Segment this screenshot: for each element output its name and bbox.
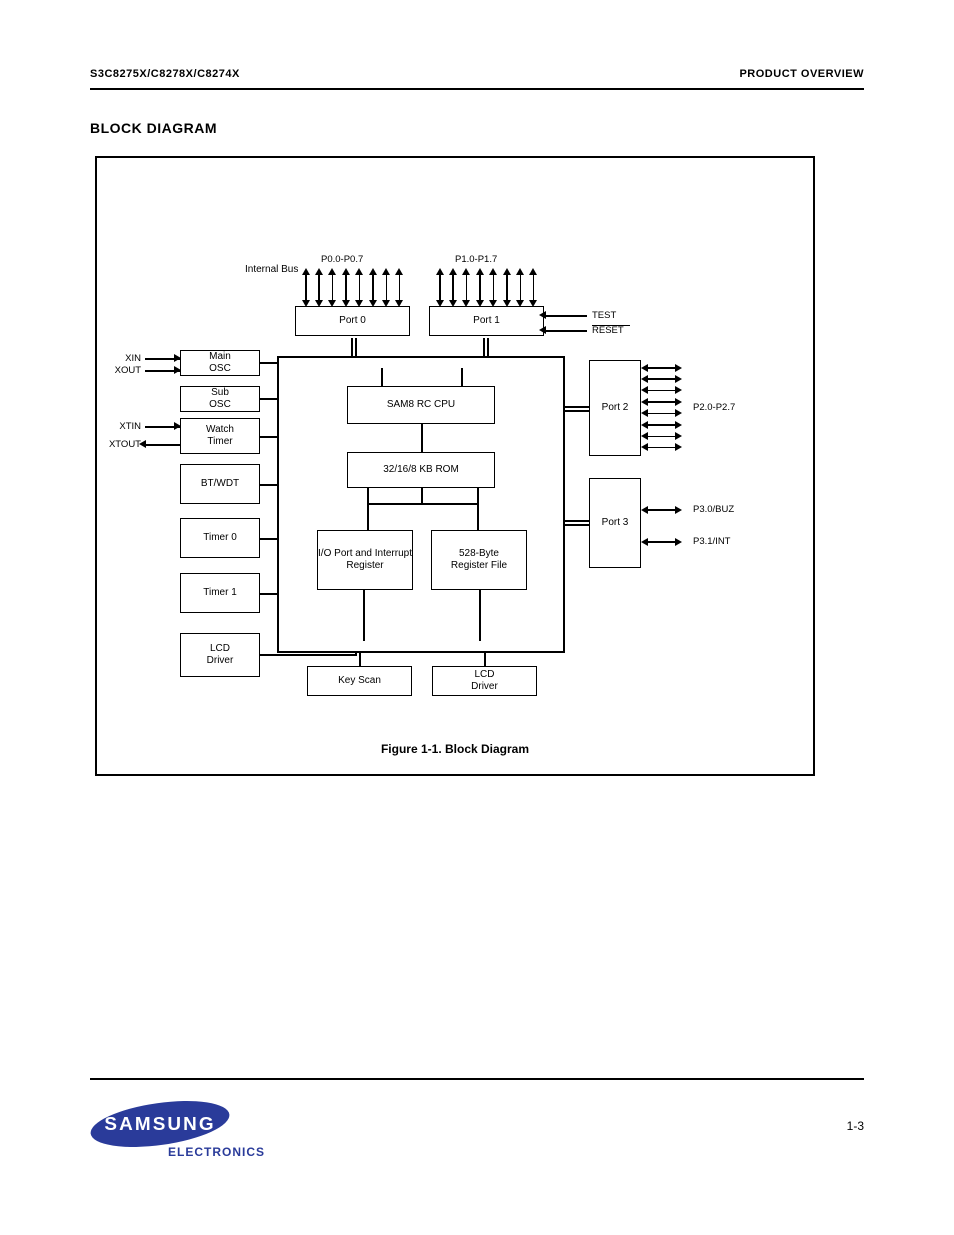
label-p2: P2.0-P2.7 bbox=[693, 402, 735, 413]
block-cpu: SAM8 RC CPU bbox=[347, 386, 495, 424]
label-xin: XIN bbox=[111, 353, 141, 364]
port1-label: Port 1 bbox=[473, 315, 500, 327]
diagram-frame: Internal Bus Port 0 Port 1 bbox=[95, 156, 815, 776]
figure-caption: Figure 1-1. Block Diagram bbox=[97, 742, 813, 756]
label-p1: P1.0-P1.7 bbox=[455, 254, 497, 265]
t1-label: Timer 1 bbox=[203, 587, 237, 599]
p3-label: Port 3 bbox=[602, 517, 629, 529]
block-port0: Port 0 bbox=[295, 306, 410, 336]
label-p0: P0.0-P0.7 bbox=[321, 254, 363, 265]
block-ireg: I/O Port and Interrupt Register bbox=[317, 530, 413, 590]
lcdB-label: LCD Driver bbox=[471, 669, 498, 693]
label-xtout: XTOUT bbox=[95, 439, 141, 450]
label-xout: XOUT bbox=[105, 365, 141, 376]
label-test: TEST bbox=[592, 310, 616, 321]
mainosc-label: Main OSC bbox=[209, 351, 231, 375]
block-rom: 32/16/8 KB ROM bbox=[347, 452, 495, 488]
ks-label: Key Scan bbox=[338, 675, 381, 687]
page-number: 1-3 bbox=[847, 1119, 864, 1133]
block-lcd-left: LCD Driver bbox=[180, 633, 260, 677]
logo-brand: SAMSUNG bbox=[104, 1114, 215, 1135]
port0-label: Port 0 bbox=[339, 315, 366, 327]
page: S3C8275X/C8278X/C8274X PRODUCT OVERVIEW … bbox=[0, 0, 954, 1235]
label-p3-1: P3.0/BUZ bbox=[693, 504, 734, 515]
logo-sub: ELECTRONICS bbox=[168, 1145, 265, 1159]
btwdt-label: BT/WDT bbox=[201, 478, 239, 490]
header-left: S3C8275X/C8278X/C8274X bbox=[90, 68, 240, 80]
cpu-label: SAM8 RC CPU bbox=[387, 399, 455, 411]
p2-label: Port 2 bbox=[602, 402, 629, 414]
block-timer0: Timer 0 bbox=[180, 518, 260, 558]
block-port3: Port 3 bbox=[589, 478, 641, 568]
block-ram: 528-Byte Register File bbox=[431, 530, 527, 590]
subosc-label: Sub OSC bbox=[209, 387, 231, 411]
block-port1: Port 1 bbox=[429, 306, 544, 336]
block-port2: Port 2 bbox=[589, 360, 641, 456]
rom-label: 32/16/8 KB ROM bbox=[383, 464, 459, 476]
header-right: PRODUCT OVERVIEW bbox=[739, 68, 864, 80]
block-lcd-bottom: LCD Driver bbox=[432, 666, 537, 696]
bus-label: Internal Bus bbox=[245, 264, 298, 275]
block-wt: Watch Timer bbox=[180, 418, 260, 454]
samsung-logo: SAMSUNG ELECTRONICS bbox=[90, 1103, 245, 1145]
section-title: BLOCK DIAGRAM bbox=[90, 120, 864, 136]
block-subosc: Sub OSC bbox=[180, 386, 260, 412]
footer-rule bbox=[90, 1078, 864, 1080]
label-xtin: XTIN bbox=[103, 421, 141, 432]
block-btwdt: BT/WDT bbox=[180, 464, 260, 504]
t0-label: Timer 0 bbox=[203, 532, 237, 544]
block-timer1: Timer 1 bbox=[180, 573, 260, 613]
footer-logo-area: SAMSUNG ELECTRONICS bbox=[90, 1103, 245, 1145]
wt-label: Watch Timer bbox=[206, 424, 234, 448]
label-p3-2: P3.1/INT bbox=[693, 536, 731, 547]
header-rule bbox=[90, 88, 864, 90]
block-mainosc: Main OSC bbox=[180, 350, 260, 376]
block-keyscan: Key Scan bbox=[307, 666, 412, 696]
page-header: S3C8275X/C8278X/C8274X PRODUCT OVERVIEW bbox=[90, 68, 864, 88]
lcdL-label: LCD Driver bbox=[207, 643, 234, 667]
ireg-label: I/O Port and Interrupt Register bbox=[318, 548, 412, 572]
ram-label: 528-Byte Register File bbox=[451, 548, 507, 572]
label-reset: RESET bbox=[592, 325, 624, 336]
